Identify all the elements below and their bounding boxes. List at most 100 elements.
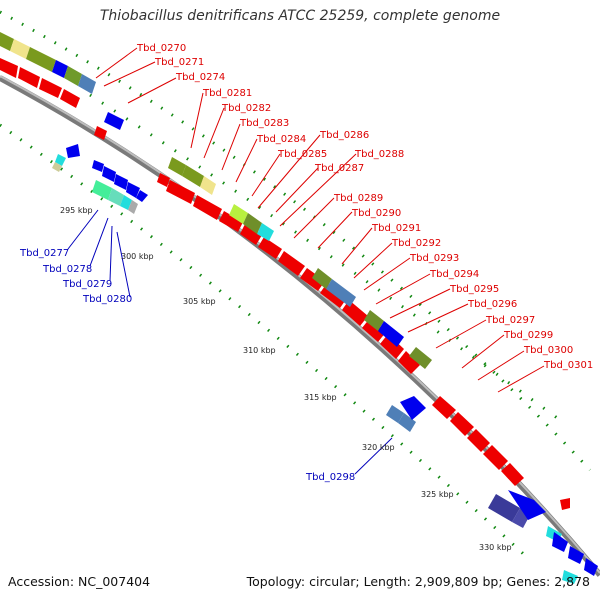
gene-arrow [94, 126, 107, 140]
feature-box [243, 213, 262, 234]
feature-box [108, 188, 124, 206]
gene-arrow [193, 195, 222, 220]
gene-arrow [136, 190, 148, 202]
gene-label: Tbd_0298 [305, 472, 355, 483]
feature-box [52, 60, 68, 78]
feature-box [182, 165, 204, 187]
gene-arrow [157, 173, 170, 187]
feature-box [257, 223, 274, 241]
gene-arrow [432, 396, 456, 419]
gene-arrow [278, 251, 305, 276]
scale-label: 330 kbp [479, 543, 512, 552]
feature-box [128, 200, 138, 214]
gene-arrow [219, 211, 243, 232]
gene-arrow [92, 160, 104, 172]
gene-arrow [39, 78, 62, 98]
gene-arrow [0, 58, 18, 78]
feature-box [364, 310, 384, 331]
reverse-label-layer: Tbd_0277 Tbd_0278 Tbd_0279 Tbd_0280 Tbd_0298 [19, 248, 355, 483]
reverse-leader-lines [67, 209, 393, 475]
feature-box [120, 195, 132, 210]
gene-label: Tbd_0285 [277, 149, 327, 160]
gene-arrow [483, 445, 508, 470]
scale-label: 305 kbp [183, 297, 216, 306]
gene-arrow [66, 144, 80, 158]
feature-box [409, 347, 432, 369]
forward-features [0, 32, 432, 369]
gene-arrow [560, 498, 570, 510]
gene-label: Tbd_0292 [391, 238, 441, 249]
gene-arrow [114, 174, 128, 190]
feature-box [378, 321, 404, 347]
gene-label: Tbd_0270 [136, 43, 186, 54]
feature-box [398, 413, 416, 432]
forward-genes [0, 58, 570, 510]
gene-label: Tbd_0301 [543, 360, 593, 371]
gene-label: Tbd_0281 [202, 88, 252, 99]
gene-label: Tbd_0282 [221, 103, 271, 114]
gene-arrow [568, 546, 584, 564]
gene-label: Tbd_0293 [409, 253, 459, 264]
gene-arrow [102, 166, 116, 182]
scale-label: 300 kbp [121, 252, 154, 261]
gene-arrow [300, 268, 325, 291]
gene-arrow [342, 300, 368, 326]
feature-box [104, 112, 124, 130]
gene-label: Tbd_0278 [42, 264, 92, 275]
gene-arrow [562, 570, 578, 584]
gene-label: Tbd_0294 [429, 269, 479, 280]
scale-label: 310 kbp [243, 346, 276, 355]
gene-arrow [240, 224, 262, 245]
gene-arrow [258, 237, 282, 259]
gene-arrow [467, 429, 490, 452]
feature-box [488, 494, 520, 522]
gene-label: Tbd_0284 [256, 134, 306, 145]
gene-arrow [166, 180, 195, 204]
gene-label: Tbd_0283 [239, 118, 289, 129]
scale-label: 295 kbp [60, 206, 93, 215]
gene-label: Tbd_0280 [82, 294, 132, 305]
gene-label: Tbd_0277 [19, 248, 69, 259]
gene-label: Tbd_0295 [449, 284, 499, 295]
tick-ring-forward [89, 93, 561, 422]
reverse-genes [52, 144, 598, 584]
gene-label: Tbd_0286 [319, 130, 369, 141]
feature-box [55, 154, 66, 166]
scale-label-layer: 295 kbp 300 kbp 305 kbp 310 kbp 315 kbp 320 k… [60, 206, 512, 552]
gene-label: Tbd_0288 [354, 149, 404, 160]
genome-backbone [0, 75, 600, 577]
forward-leader-lines [95, 47, 545, 393]
feature-box [52, 162, 62, 172]
topology-text: Topology: circular; Length: 2,909,809 bp… [246, 574, 590, 589]
gene-arrow [501, 463, 524, 486]
gene-label: Tbd_0289 [333, 193, 383, 204]
gene-arrow [362, 318, 386, 342]
gene-label: Tbd_0299 [503, 330, 553, 341]
feature-box [26, 47, 56, 72]
feature-box [0, 32, 14, 51]
feature-box [312, 268, 332, 289]
feature-box [64, 66, 82, 86]
gene-label: Tbd_0271 [154, 57, 204, 68]
feature-box [92, 180, 112, 200]
gene-label: Tbd_0287 [314, 163, 364, 174]
gene-arrow [126, 182, 140, 198]
gene-label: Tbd_0297 [485, 315, 535, 326]
gene-arrow [60, 89, 80, 108]
feature-box [326, 279, 356, 307]
gene-arrow [400, 396, 426, 420]
gene-arrow [450, 412, 474, 436]
feature-box [78, 74, 96, 94]
feature-box [200, 176, 216, 195]
gene-label: Tbd_0300 [523, 345, 573, 356]
feature-box [229, 204, 248, 224]
gene-arrow [508, 490, 546, 520]
feature-box [10, 39, 30, 59]
scale-label: 320 kbp [362, 443, 395, 452]
gene-arrow [18, 67, 40, 88]
gene-arrow [398, 351, 420, 374]
gene-label: Tbd_0291 [371, 223, 421, 234]
scale-label: 325 kbp [421, 490, 454, 499]
forward-label-layer: Tbd_0270 Tbd_0271 Tbd_0274 Tbd_0281 Tbd_0282… [136, 43, 593, 371]
